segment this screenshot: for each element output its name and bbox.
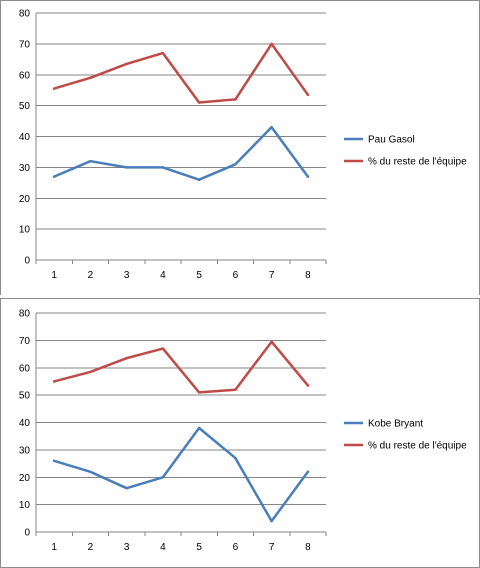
x-tick-label: 4 [160,270,166,281]
data-point [270,125,273,129]
data-point [52,175,56,178]
line-chart-1: 0 10 20 30 40 50 60 70 80 1 2 3 4 5 6 7 8 Pau Gasol % du r… [19,9,467,282]
data-point [306,384,310,387]
data-point [89,159,92,163]
panel-gap [0,295,480,298]
x-tick-label: 8 [305,270,311,281]
y-tick-label: 70 [19,336,31,347]
data-point [52,380,56,383]
data-point [89,76,92,80]
data-point [306,470,310,474]
x-tick-label: 1 [51,542,57,553]
y-tick-label: 50 [19,101,31,112]
x-tick-label: 1 [51,270,57,281]
data-point [234,163,237,166]
y-tick-label: 40 [19,418,31,429]
y-tick-label: 10 [19,225,31,236]
x-tick-label: 3 [124,542,130,553]
x-tick-label: 7 [269,270,275,281]
data-point [270,519,273,523]
x-tick-label: 2 [88,542,94,553]
x-tick-label: 2 [88,270,94,281]
series-line [52,340,310,394]
y-tick-label: 40 [19,132,31,143]
y-tick-label: 20 [19,473,31,484]
data-point [234,456,237,460]
data-point [306,93,310,97]
x-tick-label: 7 [269,542,275,553]
legend-label: Kobe Bryant [368,419,423,430]
y-tick-label: 30 [19,163,31,174]
data-point [197,391,201,394]
y-tick-label: 0 [24,528,30,539]
series-line [52,42,310,104]
y-tick-label: 20 [19,194,31,205]
x-tick-label: 6 [233,270,239,281]
y-tick-label: 80 [19,9,31,20]
data-point [161,347,165,350]
y-tick-label: 50 [19,391,31,402]
data-point [161,476,165,479]
data-point [234,98,237,101]
data-point [161,51,165,55]
y-tick-label: 30 [19,445,31,456]
y-tick-label: 80 [19,309,31,320]
x-tick-label: 6 [233,542,239,553]
series-line [52,125,310,181]
series-line [52,426,310,523]
y-tick-label: 10 [19,500,31,511]
data-point [125,356,128,360]
y-tick-label: 60 [19,70,31,81]
data-point [306,175,310,178]
y-tick-label: 60 [19,363,31,374]
x-tick-label: 8 [305,542,311,553]
x-tick-label: 3 [124,270,130,281]
data-point [52,87,56,90]
legend-label: Pau Gasol [368,135,415,146]
data-point [270,340,273,343]
data-point [89,470,92,474]
data-point [125,486,128,490]
data-point [197,426,201,430]
data-point [89,370,92,374]
data-point [125,62,128,66]
x-tick-label: 5 [196,542,202,553]
data-point [52,459,56,463]
y-tick-label: 70 [19,39,31,50]
legend-label: % du reste de l'équipe [368,441,467,452]
data-point [161,166,165,169]
legend-label: % du reste de l'équipe [368,157,467,168]
data-point [197,178,201,181]
data-point [125,166,128,169]
data-point [234,388,237,391]
x-tick-label: 4 [160,542,166,553]
y-tick-label: 0 [24,256,30,267]
x-tick-label: 5 [196,270,202,281]
chart-panel-2: 0 10 20 30 40 50 60 70 80 1 2 3 4 5 6 7 8 Kobe Bryant % du… [0,298,480,568]
chart-panel-1: 0 10 20 30 40 50 60 70 80 1 2 3 4 5 6 7 8 Pau Gasol % du r… [0,0,480,296]
data-point [197,101,201,104]
data-point [270,42,273,46]
line-chart-2: 0 10 20 30 40 50 60 70 80 1 2 3 4 5 6 7 8 Kobe Bryant % du… [19,309,467,554]
